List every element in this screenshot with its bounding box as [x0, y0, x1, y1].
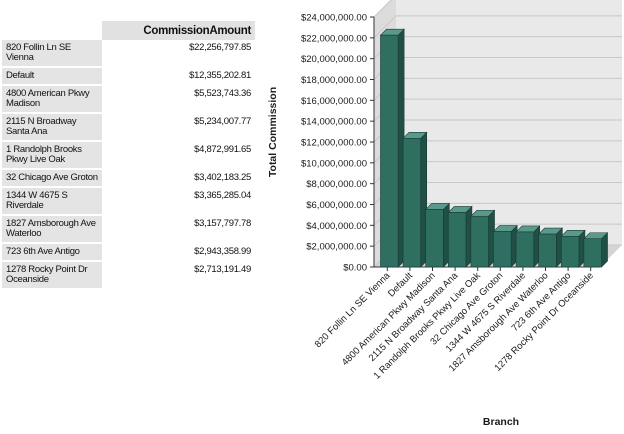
- branch-cell: 1 Randolph Brooks Pkwy Live Oak: [2, 141, 102, 170]
- branch-cell: 2115 N Broadway Santa Ana: [2, 113, 102, 142]
- x-axis-title: Branch: [483, 416, 519, 428]
- branch-header-cell: [2, 21, 102, 40]
- bar: [560, 236, 580, 268]
- commission-bar-chart: $0.00 $2,000,000.00 $4,000,000.00 $6,000,00…: [267, 0, 622, 428]
- table-row: 723 6th Ave Antigo $2,943,358.99: [2, 243, 255, 262]
- x-tick-label: 820 Follin Ln SE Vienna: [313, 270, 393, 350]
- y-tick-label: $18,000,000.00: [301, 75, 367, 86]
- amount-cell: $12,355,202.81: [102, 67, 255, 86]
- y-axis-title: Total Commission: [267, 87, 279, 177]
- commission-table-panel: CommissionAmount 820 Follin Ln SE Vienna…: [2, 21, 255, 290]
- commission-table: CommissionAmount 820 Follin Ln SE Vienna…: [2, 21, 255, 290]
- bar: [583, 238, 602, 268]
- amount-cell: $5,523,743.36: [102, 85, 255, 114]
- bar: [493, 231, 512, 268]
- branch-cell: 1827 Amsborough Ave Waterloo: [2, 215, 102, 244]
- amount-cell: $3,157,797.78: [102, 215, 255, 244]
- y-tick-label: $4,000,000.00: [306, 221, 367, 232]
- y-tick-label: $20,000,000.00: [301, 54, 367, 65]
- table-row: 1 Randolph Brooks Pkwy Live Oak $4,872,99…: [2, 141, 255, 170]
- table-row: 1344 W 4675 S Riverdale $3,365,285.04: [2, 187, 255, 216]
- x-tick-label: 4800 American Pkwy Madison: [340, 270, 438, 368]
- y-tick-label: $22,000,000.00: [301, 33, 367, 44]
- amount-cell: $2,713,191.49: [102, 261, 255, 290]
- bar: [380, 34, 399, 268]
- y-tick-label: $14,000,000.00: [301, 117, 367, 128]
- y-tick-label: $8,000,000.00: [306, 179, 367, 190]
- y-tick-label: $12,000,000.00: [301, 138, 367, 149]
- table-row: 4800 American Pkwy Madison $5,523,743.36: [2, 85, 255, 114]
- branch-cell: 4800 American Pkwy Madison: [2, 85, 102, 114]
- table-row: Default $12,355,202.81: [2, 67, 255, 86]
- branch-cell: Default: [2, 67, 102, 86]
- y-tick-label: $0.00: [343, 263, 367, 274]
- amount-cell: $5,234,007.77: [102, 113, 255, 142]
- bar: [447, 212, 467, 268]
- amount-cell: $2,943,358.99: [102, 243, 255, 262]
- bar: [470, 215, 489, 268]
- branch-cell: 723 6th Ave Antigo: [2, 243, 102, 262]
- commission-chart-panel: $0.00 $2,000,000.00 $4,000,000.00 $6,000,00…: [258, 0, 624, 429]
- bar: [515, 231, 535, 268]
- commission-amount-header: CommissionAmount: [102, 21, 255, 40]
- table-header-row: CommissionAmount: [2, 21, 255, 40]
- table-row: 820 Follin Ln SE Vienna $22,256,797.85: [2, 40, 255, 68]
- branch-cell: 820 Follin Ln SE Vienna: [2, 40, 102, 68]
- gridline: [373, 0, 392, 18]
- chart-back-wall: [396, 0, 622, 245]
- gridline: [373, 15, 622, 39]
- y-tick-label: $2,000,000.00: [306, 242, 367, 253]
- amount-cell: $4,872,991.65: [102, 141, 255, 170]
- branch-cell: 32 Chicago Ave Groton: [2, 169, 102, 188]
- table-row: 2115 N Broadway Santa Ana $5,234,007.77: [2, 113, 255, 142]
- y-tick-label: $10,000,000.00: [301, 158, 367, 169]
- amount-cell: $3,402,183.25: [102, 169, 255, 188]
- amount-cell: $22,256,797.85: [102, 40, 255, 68]
- amount-cell: $3,365,285.04: [102, 187, 255, 216]
- table-row: 1278 Rocky Point Dr Oceanside $2,713,191.…: [2, 261, 255, 290]
- y-tick-label: $24,000,000.00: [301, 13, 367, 24]
- branch-cell: 1344 W 4675 S Riverdale: [2, 187, 102, 216]
- bar: [425, 209, 444, 268]
- bar: [538, 233, 557, 268]
- branch-cell: 1278 Rocky Point Dr Oceanside: [2, 261, 102, 290]
- table-row: 1827 Amsborough Ave Waterloo $3,157,797.7…: [2, 215, 255, 244]
- y-tick-label: $6,000,000.00: [306, 200, 367, 211]
- y-tick-label: $16,000,000.00: [301, 96, 367, 107]
- table-row: 32 Chicago Ave Groton $3,402,183.25: [2, 169, 255, 188]
- bar: [402, 137, 422, 268]
